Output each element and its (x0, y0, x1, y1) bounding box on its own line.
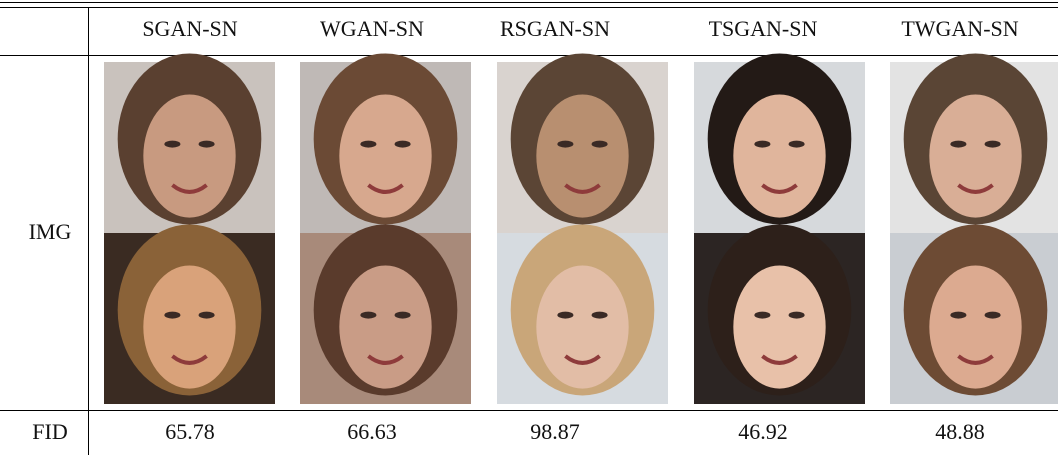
eye (360, 141, 376, 148)
column-header: TWGAN-SN (901, 16, 1018, 41)
eye (557, 141, 573, 148)
eye (199, 141, 215, 148)
eye (557, 312, 573, 319)
face (536, 265, 628, 388)
eye (395, 141, 411, 148)
eye (754, 141, 770, 148)
face-image (497, 224, 668, 404)
eye (592, 312, 608, 319)
face (733, 94, 825, 217)
face-image (497, 53, 668, 233)
face (929, 94, 1021, 217)
column-header: SGAN-SN (142, 16, 237, 41)
eye (592, 141, 608, 148)
eye (950, 312, 966, 319)
face-image (890, 224, 1058, 404)
fid-value: 48.88 (935, 419, 985, 444)
face-image (890, 53, 1058, 233)
eye (199, 312, 215, 319)
column-header: RSGAN-SN (500, 16, 610, 41)
face-image (300, 53, 471, 233)
face (733, 265, 825, 388)
face (143, 94, 235, 217)
eye (754, 312, 770, 319)
face-image (694, 224, 865, 404)
eye (789, 312, 805, 319)
results-table: IMG FID SGAN-SN 65.78 WGAN-SN 66.63 RSGAN-SN… (0, 0, 1058, 455)
fid-value: 65.78 (165, 419, 215, 444)
eye (950, 141, 966, 148)
face-image (300, 224, 471, 404)
eye (985, 312, 1001, 319)
eye (789, 141, 805, 148)
face (143, 265, 235, 388)
fid-value: 98.87 (530, 419, 580, 444)
fid-value: 66.63 (347, 419, 397, 444)
face-image (104, 53, 275, 233)
eye (164, 141, 180, 148)
row-label: FID (32, 419, 67, 444)
fid-value: 46.92 (738, 419, 788, 444)
face (536, 94, 628, 217)
eye (360, 312, 376, 319)
column-header: WGAN-SN (320, 16, 424, 41)
face (339, 265, 431, 388)
eye (985, 141, 1001, 148)
face (929, 265, 1021, 388)
face-image (104, 224, 275, 404)
face (339, 94, 431, 217)
eye (395, 312, 411, 319)
row-label: IMG (29, 219, 72, 244)
column-header: TSGAN-SN (709, 16, 818, 41)
face-image (694, 53, 865, 233)
eye (164, 312, 180, 319)
